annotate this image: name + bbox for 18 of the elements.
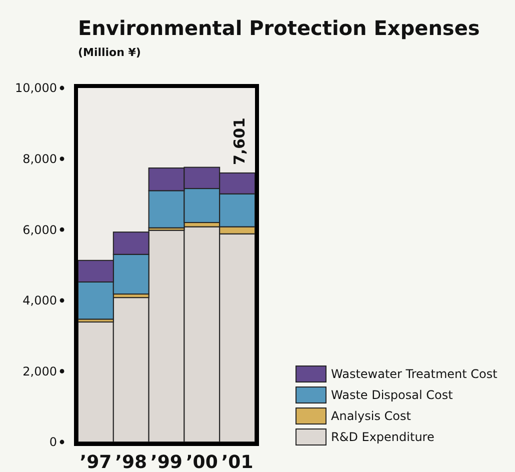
y-tick-label: 6,000 [22,222,57,237]
chart-subtitle: (Million ¥) [78,46,141,59]
legend-label: Analysis Cost [331,409,412,424]
y-tick-label: 8,000 [22,152,57,166]
y-tick-label: 4,000 [22,294,57,308]
x-tick-label: ’00 [186,452,218,472]
legend-label: R&D Expenditure [331,430,434,444]
y-tick-label: 0 [49,435,57,450]
x-tick-label: ’01 [221,452,254,472]
legend-label: Wastewater Treatment Cost [331,367,498,382]
y-tick-label: 2,000 [22,364,57,378]
x-tick-label: ’99 [150,452,182,472]
total-label: 7,601 [230,118,249,165]
chart-title: Environmental Protection Expenses [78,16,480,40]
legend-label: Waste Disposal Cost [331,388,454,402]
x-tick-label: ’98 [115,452,148,472]
x-tick-label: ’97 [80,452,112,472]
y-tick-label: 10,000 [15,81,57,96]
